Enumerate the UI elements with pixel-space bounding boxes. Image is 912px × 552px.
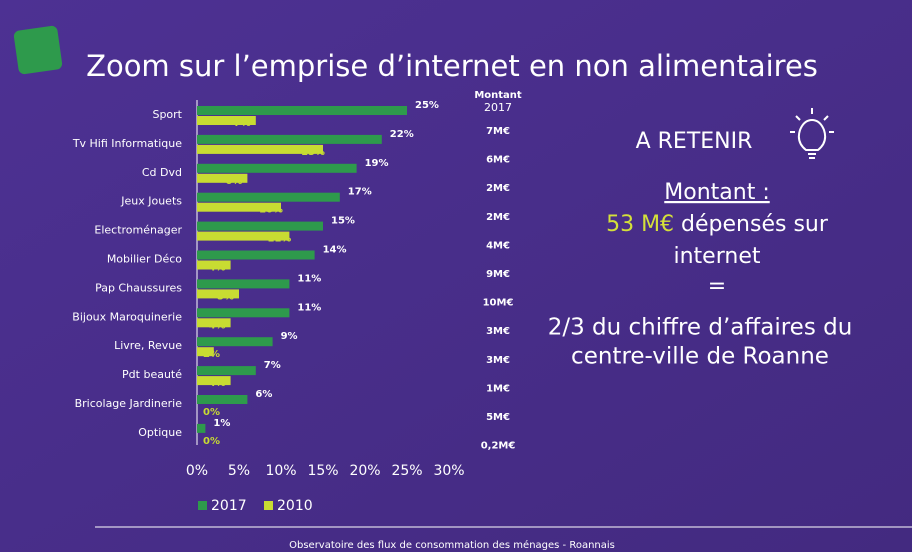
montant-year: 2017 — [484, 101, 512, 114]
value-label: 0% — [203, 407, 220, 418]
amount-label: 6M€ — [486, 155, 510, 166]
panel-line3: 2/3 du chiffre d’affaires du — [548, 315, 853, 341]
value-label: 25% — [415, 100, 439, 111]
category-label: Optique — [138, 426, 182, 439]
value-label: 9% — [281, 331, 298, 342]
category-label: Jeux Jouets — [120, 195, 182, 208]
x-tick-label: 0% — [186, 463, 208, 479]
category-label: Bricolage Jardinerie — [75, 397, 183, 410]
category-label: Sport — [152, 108, 182, 121]
bar — [197, 376, 231, 386]
bar — [197, 308, 290, 318]
category-label: Mobilier Déco — [107, 253, 182, 266]
value-label: 2% — [203, 349, 220, 360]
montant-header: Montant — [474, 90, 522, 101]
amount-label: 5M€ — [486, 412, 510, 423]
bar — [197, 250, 315, 260]
category-label: Pdt beauté — [122, 368, 182, 381]
bar — [197, 395, 248, 404]
bar — [197, 173, 248, 183]
amount-label: 2M€ — [486, 183, 510, 194]
panel-equals: = — [708, 274, 726, 299]
value-label: 1% — [213, 418, 230, 429]
bar — [197, 116, 256, 125]
bar — [197, 221, 323, 231]
value-label: 10% — [259, 205, 283, 216]
value-label: 11% — [297, 302, 321, 313]
x-tick-label: 5% — [228, 463, 250, 479]
logo-badge — [13, 25, 63, 75]
x-tick-label: 15% — [307, 463, 338, 479]
bar — [197, 337, 273, 347]
value-label: 4% — [209, 378, 226, 389]
value-label: 11% — [297, 273, 321, 284]
x-tick-label: 20% — [349, 463, 380, 479]
value-label: 19% — [365, 158, 389, 169]
amount-label: 3M€ — [486, 326, 510, 337]
legend-label: 2017 — [211, 498, 247, 514]
value-label: 22% — [390, 129, 414, 140]
bar — [197, 231, 290, 241]
value-label: 17% — [348, 187, 372, 198]
amount-label: 2M€ — [486, 212, 510, 223]
amount-label: 0,2M€ — [481, 441, 516, 452]
amount-label: 3M€ — [486, 355, 510, 366]
panel-text: dépensés sur — [681, 212, 829, 237]
x-tick-label: 25% — [391, 463, 422, 479]
panel-line1: 53 M€ dépensés sur — [606, 212, 829, 237]
amount-label: 9M€ — [486, 269, 510, 280]
bar — [197, 366, 256, 376]
category-label: Cd Dvd — [142, 166, 182, 179]
value-label: 11% — [267, 234, 291, 245]
bar — [197, 202, 281, 212]
amount-label: 4M€ — [486, 240, 510, 251]
bar — [197, 260, 231, 270]
legend-swatch — [198, 501, 207, 510]
panel-line2: internet — [674, 244, 761, 269]
value-label: 0% — [203, 436, 220, 447]
value-label: 5% — [217, 291, 234, 302]
bar — [197, 106, 407, 115]
value-label: 15% — [301, 147, 325, 158]
category-label: Bijoux Maroquinerie — [72, 310, 182, 323]
bar — [197, 163, 357, 173]
category-label: Pap Chaussures — [95, 281, 182, 294]
panel-amount: 53 M€ — [606, 212, 674, 237]
panel-heading: A RETENIR — [636, 129, 753, 154]
category-label: Livre, Revue — [114, 339, 182, 352]
chart-title: Zoom sur l’emprise d’internet en non ali… — [86, 49, 818, 83]
x-tick-label: 30% — [433, 463, 464, 479]
value-label: 7% — [234, 118, 251, 129]
amount-label: 7M€ — [486, 126, 510, 137]
panel-line4: centre-ville de Roanne — [571, 344, 829, 370]
value-label: 15% — [331, 216, 355, 227]
bar — [197, 192, 340, 202]
bar — [197, 347, 214, 357]
category-label: Tv Hifi Informatique — [72, 137, 182, 150]
value-label: 6% — [255, 389, 272, 400]
value-label: 14% — [323, 245, 347, 256]
value-label: 6% — [225, 176, 242, 187]
x-tick-label: 10% — [265, 463, 296, 479]
bulb-icon — [790, 108, 834, 159]
bar — [197, 134, 382, 144]
value-label: 4% — [209, 320, 226, 331]
category-label: Electroménager — [94, 224, 182, 237]
footer: Observatoire des flux de consommation de… — [289, 539, 615, 551]
bar — [197, 279, 290, 289]
legend-label: 2010 — [277, 498, 313, 514]
bar — [197, 423, 206, 433]
value-label: 4% — [209, 263, 226, 274]
bar — [197, 318, 231, 328]
bar — [197, 289, 239, 299]
panel-subheading: Montant : — [664, 180, 769, 205]
value-label: 7% — [264, 360, 281, 371]
amount-label: 1M€ — [486, 383, 510, 394]
panel: A RETENIR Montant : 53 M€ dépensés sur i… — [548, 108, 853, 370]
bar — [197, 144, 323, 154]
amount-label: 10M€ — [483, 298, 514, 309]
legend-swatch — [264, 501, 273, 510]
